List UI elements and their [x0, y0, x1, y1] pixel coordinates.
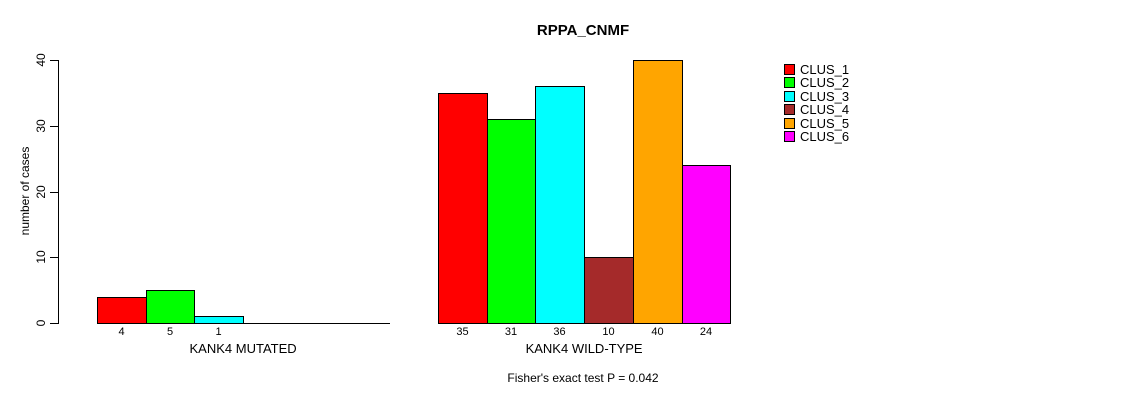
legend-swatch [784, 131, 795, 142]
group-label: KANK4 WILD-TYPE [525, 341, 643, 356]
y-tick [50, 60, 58, 61]
bar-value-label: 31 [504, 326, 518, 338]
bar-value-label: 40 [651, 326, 664, 338]
legend-item: CLUS_5 [784, 117, 849, 130]
legend-swatch [784, 77, 795, 88]
bar [487, 119, 536, 324]
legend-swatch [784, 90, 795, 102]
bar [194, 316, 244, 324]
legend-item: CLUS_3 [784, 90, 849, 103]
bar-value-label: 10 [602, 326, 615, 338]
legend-label: CLUS_6 [800, 129, 850, 144]
legend-label: CLUS_2 [800, 75, 850, 90]
bar [633, 60, 683, 324]
y-tick-label: 30 [34, 119, 48, 133]
bar [146, 290, 195, 324]
legend-swatch [784, 117, 795, 129]
chart-title: RPPA_CNMF [536, 22, 630, 39]
bar [584, 257, 634, 324]
bar [438, 93, 488, 324]
legend-swatch [784, 104, 795, 115]
zero-bar-line [341, 323, 390, 324]
bar-value-label: 1 [215, 326, 222, 338]
y-tick-label: 20 [34, 185, 48, 199]
bar-value-label: 5 [166, 326, 174, 338]
y-tick [50, 126, 58, 127]
bar [97, 297, 147, 324]
legend-label: CLUS_3 [800, 88, 850, 104]
legend-label: CLUS_4 [800, 102, 850, 117]
group-label: KANK4 MUTATED [189, 341, 297, 356]
y-tick [50, 257, 58, 258]
bar-value-label: 24 [699, 326, 713, 338]
y-tick-label: 10 [34, 250, 48, 264]
y-tick-label: 0 [34, 319, 48, 327]
legend-item: CLUS_2 [784, 76, 849, 89]
legend-swatch [784, 63, 795, 75]
legend-label: CLUS_5 [800, 115, 850, 131]
y-tick-label: 40 [34, 53, 48, 67]
bar-value-label: 35 [456, 326, 469, 338]
legend-item: CLUS_1 [784, 63, 849, 76]
y-axis-line [58, 60, 59, 324]
bar-value-label: 4 [118, 326, 125, 338]
bar [535, 86, 585, 324]
legend-label: CLUS_1 [800, 61, 850, 77]
legend-item: CLUS_4 [784, 103, 849, 116]
bar-value-label: 36 [553, 326, 566, 338]
zero-bar-line [243, 323, 293, 324]
annotation-text: Fisher's exact test P = 0.042 [507, 371, 659, 385]
legend-item: CLUS_6 [784, 130, 849, 143]
y-axis-label: number of cases [18, 146, 32, 236]
bar [682, 165, 731, 324]
zero-bar-line [292, 323, 342, 324]
y-tick [50, 192, 58, 193]
y-tick [50, 323, 58, 324]
